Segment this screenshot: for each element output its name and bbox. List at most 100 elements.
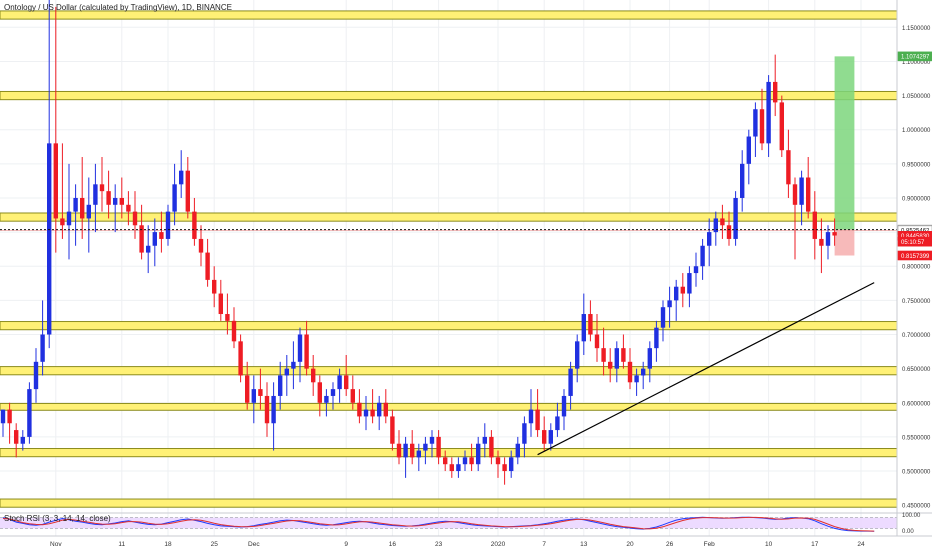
candle-body	[693, 266, 699, 274]
candle	[594, 314, 600, 362]
candle	[363, 395, 369, 431]
candle	[608, 348, 613, 383]
candle	[713, 211, 718, 246]
candle-body	[390, 416, 395, 444]
candle-body	[792, 184, 798, 205]
candle-body	[33, 361, 39, 390]
candle-body	[825, 232, 831, 246]
candle-body	[47, 143, 52, 335]
candle-body	[746, 136, 751, 164]
candle	[139, 204, 144, 260]
candle	[601, 327, 606, 376]
time-tick-label: 26	[666, 541, 674, 548]
candle-body	[126, 204, 131, 212]
candle	[700, 238, 705, 280]
candle-body	[383, 402, 388, 417]
candle-body	[429, 436, 435, 444]
price-label-badge	[897, 250, 932, 261]
candle	[350, 375, 355, 410]
candle-body	[231, 320, 237, 342]
candle	[159, 211, 164, 253]
candle	[495, 450, 501, 478]
candle	[825, 225, 831, 260]
candle-body	[654, 327, 659, 349]
candle-body	[410, 443, 415, 458]
candle	[575, 334, 580, 383]
candle-body	[73, 197, 78, 212]
candle-body	[753, 109, 758, 137]
candle	[528, 389, 534, 437]
candle	[746, 129, 751, 185]
candle	[588, 300, 593, 342]
price-label-text: 0.8157399	[901, 254, 930, 260]
candle	[311, 354, 316, 396]
time-tick-label: 17	[811, 541, 819, 548]
time-tick-label: Feb	[704, 541, 716, 548]
candle	[86, 177, 91, 253]
time-tick-label: 18	[164, 541, 172, 548]
candle-body	[456, 464, 461, 472]
candle	[80, 157, 85, 239]
time-tick-label: 7	[542, 541, 546, 548]
candle-body	[733, 197, 738, 239]
candle-body	[535, 409, 540, 431]
candle-body	[502, 464, 507, 472]
candle	[0, 409, 6, 437]
long-position-tool[interactable]	[0, 56, 897, 256]
candle	[218, 279, 223, 321]
candle	[66, 163, 72, 260]
price-label-text: 1.1074297	[901, 55, 930, 61]
candle	[119, 177, 124, 219]
candle	[212, 266, 217, 308]
candle	[720, 204, 725, 239]
candle	[205, 238, 210, 287]
chart-title: Ontology / US Dollar (calculated by Trad…	[4, 3, 232, 12]
candle-body	[311, 368, 316, 383]
candle-body	[192, 211, 197, 239]
candle	[390, 409, 395, 451]
time-axis[interactable]: Nov 11 18 25 Dec 9 16 23 2020 7 13 20 26 Feb 10 17 24	[0, 535, 932, 548]
rsi-tick-label: 0.00	[902, 529, 914, 535]
candle	[403, 436, 408, 478]
candle	[198, 225, 204, 267]
candle-body	[641, 368, 646, 376]
candle	[357, 389, 362, 424]
candle-body	[660, 307, 666, 328]
candle	[238, 334, 243, 383]
candle	[291, 341, 296, 390]
candle-body	[449, 464, 454, 472]
time-tick-label: 23	[435, 541, 443, 548]
candle	[284, 354, 289, 396]
candle	[819, 218, 824, 274]
candle	[522, 416, 527, 458]
candle	[436, 430, 441, 465]
candle	[330, 382, 336, 410]
candle-body	[185, 170, 190, 212]
candle-body	[271, 395, 276, 424]
candle-body	[674, 286, 679, 301]
candle-body	[225, 314, 230, 321]
candle	[687, 266, 692, 308]
candle-body	[165, 211, 171, 239]
candle	[654, 320, 659, 362]
candle	[132, 191, 138, 239]
candle	[7, 402, 12, 444]
candle-body	[324, 395, 329, 403]
candle-body	[482, 436, 487, 444]
candle	[561, 389, 567, 431]
candle-body	[509, 457, 514, 472]
candle-body	[93, 184, 98, 205]
candle	[555, 402, 560, 437]
candle-body	[436, 436, 441, 458]
candle	[73, 184, 78, 246]
candle	[416, 443, 421, 472]
candle-body	[370, 409, 375, 417]
price-tick-label: 1.0000000	[902, 128, 931, 134]
candle-body	[713, 218, 718, 233]
candle	[146, 225, 151, 274]
candle	[344, 354, 349, 396]
candle-body	[396, 443, 402, 458]
price-axis[interactable]: 1.1500000 1.1000000 1.0500000 1.0000000 0.95…	[896, 0, 932, 536]
candle	[271, 382, 276, 451]
